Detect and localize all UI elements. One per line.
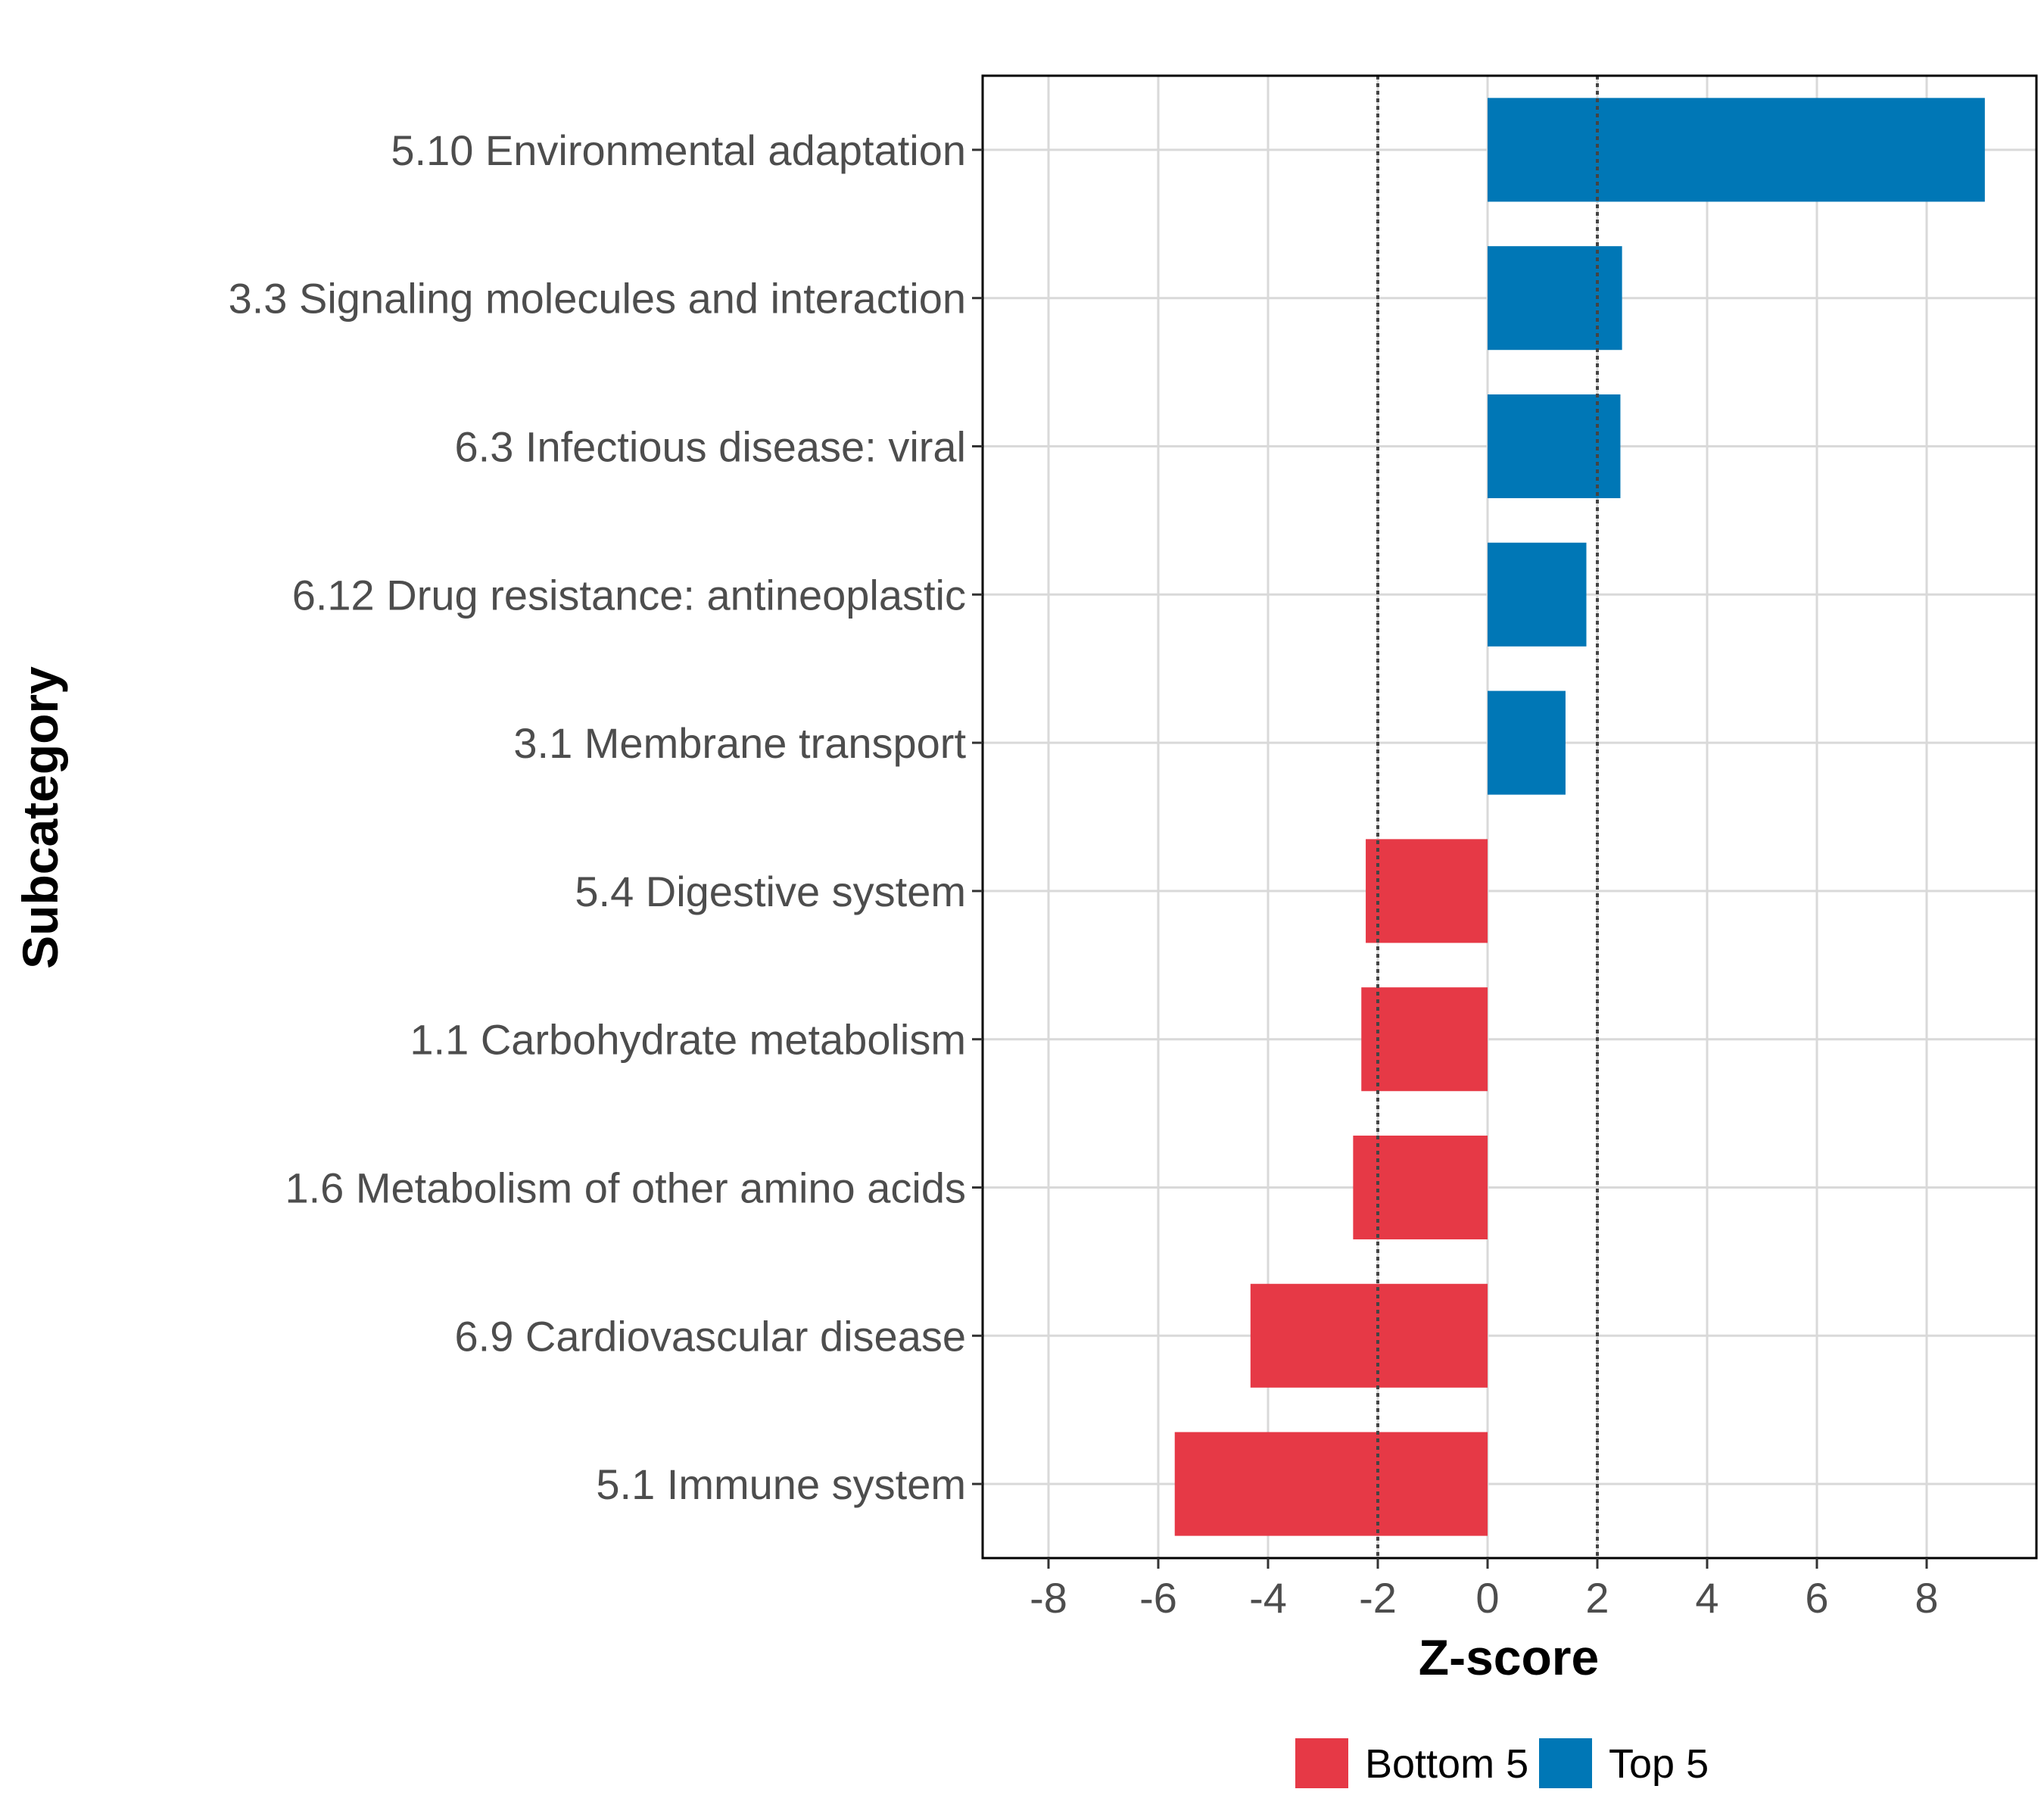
y-tick-label: 5.4 Digestive system bbox=[575, 868, 966, 915]
y-axis: 5.10 Environmental adaptation 3.3 Signali… bbox=[229, 126, 983, 1508]
y-tick-label: 6.12 Drug resistance: antineoplastic bbox=[292, 571, 966, 619]
x-axis-title: Z-score bbox=[1419, 1629, 1599, 1685]
x-tick-label: -6 bbox=[1139, 1574, 1177, 1622]
legend-label: Top 5 bbox=[1609, 1741, 1709, 1787]
x-axis: -8 -6 -4 -2 0 2 4 6 8 bbox=[1030, 1558, 1939, 1622]
y-tick-label: 3.3 Signaling molecules and interaction bbox=[229, 275, 966, 323]
bar bbox=[1488, 690, 1566, 795]
y-tick-label: 3.1 Membrane transport bbox=[513, 719, 966, 767]
x-tick-label: -8 bbox=[1030, 1574, 1067, 1622]
bar bbox=[1488, 394, 1621, 499]
x-tick-label: -2 bbox=[1359, 1574, 1397, 1622]
bars bbox=[1174, 98, 1985, 1536]
legend-key bbox=[1539, 1738, 1592, 1788]
y-tick-label: 5.10 Environmental adaptation bbox=[391, 126, 966, 174]
legend-label: Bottom 5 bbox=[1365, 1741, 1528, 1787]
bar bbox=[1250, 1283, 1488, 1388]
y-axis-title: Subcategory bbox=[12, 666, 68, 969]
legend-key bbox=[1295, 1738, 1348, 1788]
x-tick-label: 2 bbox=[1585, 1574, 1609, 1622]
plot-panel-border bbox=[981, 74, 2038, 1560]
bar bbox=[1488, 98, 1985, 202]
reference-lines bbox=[1376, 76, 1599, 1558]
y-tick-label: 1.1 Carbohydrate metabolism bbox=[410, 1016, 966, 1064]
bar bbox=[1361, 987, 1488, 1092]
y-tick-label: 6.9 Cardiovascular disease bbox=[455, 1312, 966, 1360]
bar bbox=[1353, 1135, 1488, 1240]
y-tick-label: 5.1 Immune system bbox=[596, 1460, 966, 1508]
y-tick-label: 6.3 Infectious disease: viral bbox=[455, 423, 966, 471]
x-tick-label: -4 bbox=[1249, 1574, 1287, 1622]
x-tick-label: 0 bbox=[1475, 1574, 1499, 1622]
bar bbox=[1488, 246, 1622, 351]
legend: Bottom 5 Top 5 bbox=[1295, 1738, 1709, 1788]
bar bbox=[1174, 1432, 1488, 1536]
bar bbox=[1366, 839, 1488, 943]
y-tick-label: 1.6 Metabolism of other amino acids bbox=[285, 1164, 966, 1212]
x-tick-label: 8 bbox=[1915, 1574, 1938, 1622]
bar bbox=[1488, 542, 1587, 647]
x-tick-label: 4 bbox=[1695, 1574, 1718, 1622]
x-tick-label: 6 bbox=[1805, 1574, 1828, 1622]
